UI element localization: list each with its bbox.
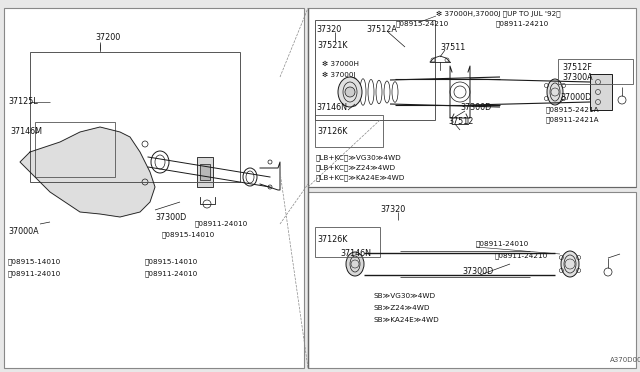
Bar bbox=[590, 74, 612, 110]
Text: 37511: 37511 bbox=[440, 42, 465, 51]
Bar bbox=[558, 59, 633, 84]
Bar bbox=[30, 52, 240, 182]
Text: 37512A: 37512A bbox=[366, 26, 397, 35]
Text: ⓝ08911-24210: ⓝ08911-24210 bbox=[495, 253, 548, 259]
Bar bbox=[4, 8, 304, 368]
Text: SB≫KA24E≫4WD: SB≫KA24E≫4WD bbox=[374, 317, 440, 323]
Bar bbox=[200, 164, 210, 180]
Text: 37512F: 37512F bbox=[562, 62, 592, 71]
Text: ❇ 37000H: ❇ 37000H bbox=[322, 61, 359, 67]
Text: 37126K: 37126K bbox=[317, 128, 348, 137]
Text: 37300D: 37300D bbox=[155, 212, 186, 221]
Bar bbox=[35, 122, 115, 177]
Text: 37000D: 37000D bbox=[560, 93, 591, 102]
Text: 〈LB+KC〉≫Z24≫4WD: 〈LB+KC〉≫Z24≫4WD bbox=[316, 165, 396, 171]
Text: 37000A: 37000A bbox=[8, 228, 38, 237]
Text: 37300D: 37300D bbox=[460, 103, 492, 112]
Text: ❇ 37000H,37000J 〈UP TO JUL '92〉: ❇ 37000H,37000J 〈UP TO JUL '92〉 bbox=[436, 10, 561, 17]
Text: 37146N: 37146N bbox=[340, 248, 371, 257]
Text: A370D0004: A370D0004 bbox=[610, 357, 640, 363]
Bar bbox=[315, 20, 435, 120]
Bar bbox=[308, 8, 636, 187]
Circle shape bbox=[345, 87, 355, 97]
Text: ⓜ08915-14010: ⓜ08915-14010 bbox=[145, 259, 198, 265]
Text: 37125L: 37125L bbox=[8, 97, 38, 106]
Bar bbox=[308, 192, 636, 368]
Text: 37300D: 37300D bbox=[462, 267, 493, 276]
Text: ⓝ08911-24210: ⓝ08911-24210 bbox=[496, 21, 549, 27]
Text: ⓝ08911-24010: ⓝ08911-24010 bbox=[195, 221, 248, 227]
Ellipse shape bbox=[338, 77, 362, 107]
Text: 37146N: 37146N bbox=[316, 103, 347, 112]
Bar bbox=[197, 157, 213, 187]
Text: 37200: 37200 bbox=[95, 33, 120, 42]
Text: ⓝ08911-24010: ⓝ08911-24010 bbox=[8, 271, 61, 277]
Text: ⓝ08911-24010: ⓝ08911-24010 bbox=[145, 271, 198, 277]
Text: 37320: 37320 bbox=[316, 26, 341, 35]
Text: 37126K: 37126K bbox=[317, 235, 348, 244]
Text: 37146M: 37146M bbox=[10, 128, 42, 137]
Bar bbox=[315, 227, 380, 257]
Text: ⓜ08915-24210: ⓜ08915-24210 bbox=[396, 21, 449, 27]
Text: ⓜ08915-14010: ⓜ08915-14010 bbox=[8, 259, 61, 265]
Bar bbox=[315, 115, 383, 147]
Text: SB≫Z24≫4WD: SB≫Z24≫4WD bbox=[374, 305, 431, 311]
Text: ❇ 37000J: ❇ 37000J bbox=[322, 72, 356, 78]
Text: 〈LB+KC〉≫VG30≫4WD: 〈LB+KC〉≫VG30≫4WD bbox=[316, 155, 402, 161]
Text: 37320: 37320 bbox=[380, 205, 405, 214]
Text: 37300A: 37300A bbox=[562, 73, 593, 81]
Polygon shape bbox=[20, 127, 155, 217]
Text: ⓜ08915-14010: ⓜ08915-14010 bbox=[162, 232, 215, 238]
Ellipse shape bbox=[561, 251, 579, 277]
Ellipse shape bbox=[547, 79, 563, 105]
Text: ⓝ08911-2421A: ⓝ08911-2421A bbox=[546, 117, 600, 123]
Text: SB≫VG30≫4WD: SB≫VG30≫4WD bbox=[374, 293, 436, 299]
Text: 37512: 37512 bbox=[448, 118, 474, 126]
Text: 37521K: 37521K bbox=[317, 42, 348, 51]
Text: 〈LB+KC〉≫KA24E≫4WD: 〈LB+KC〉≫KA24E≫4WD bbox=[316, 175, 405, 181]
Ellipse shape bbox=[346, 252, 364, 276]
Text: ⓜ08915-2421A: ⓜ08915-2421A bbox=[546, 107, 600, 113]
Text: ⓜ08911-24010: ⓜ08911-24010 bbox=[476, 241, 529, 247]
